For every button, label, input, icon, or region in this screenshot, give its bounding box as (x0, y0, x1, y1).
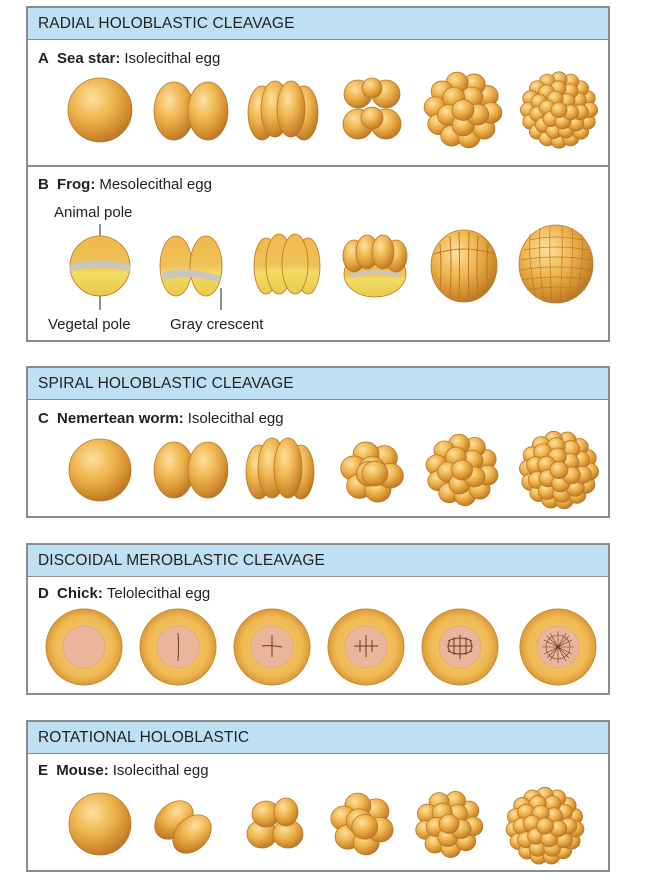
section-a-organism: Sea star: (57, 50, 121, 67)
section-b-organism: Frog: (57, 176, 96, 193)
nemertean-4-cell (245, 437, 315, 500)
section-d-organism: Chick: (57, 585, 103, 602)
blastomere (550, 102, 568, 119)
section-c-letter: C (38, 410, 49, 427)
frog-4-cell (253, 233, 321, 295)
panel-spiral: SPIRAL HOLOBLASTIC CLEAVAGE C Nemertean … (26, 366, 610, 518)
nemertean-32-cell (519, 430, 599, 510)
blastomere (536, 817, 554, 835)
mouse-8-cell (330, 792, 394, 856)
section-c-organism: Nemertean worm: (57, 410, 184, 427)
sea-star-2-cell (153, 81, 229, 141)
section-b-letter: B (38, 176, 49, 193)
mouse-stages (28, 786, 608, 870)
blastomere (451, 99, 475, 121)
panel-radial: RADIAL HOLOBLASTIC CLEAVAGE A Sea star: I… (26, 6, 610, 342)
section-d-letter: D (38, 585, 49, 602)
mouse-1-cell (68, 792, 132, 856)
frog-1-cell (69, 235, 131, 297)
nemertean-stages (28, 430, 608, 516)
nemertean-16-cell (425, 433, 499, 507)
section-e-egg: Isolecithal egg (112, 762, 209, 779)
frog-2-cell (159, 235, 223, 297)
section-c-egg: Isolecithal egg (187, 410, 284, 427)
section-divider (28, 165, 608, 167)
section-c-title: C Nemertean worm: Isolecithal egg (38, 410, 284, 427)
pole-leader-lines (99, 224, 222, 310)
gray-crescent-label: Gray crescent (170, 316, 264, 333)
blastomere (451, 459, 473, 481)
vegetal-pole-label: Vegetal pole (48, 316, 131, 333)
cleavage-furrow (447, 635, 473, 659)
sea-star-1-cell (67, 77, 133, 143)
sea-star-4-cell (247, 80, 319, 141)
chick-stage-2 (139, 608, 217, 686)
mouse-2-cell (154, 800, 212, 854)
frog-blastula (518, 224, 594, 304)
frog-16-cell (430, 229, 498, 303)
mouse-16-cell (415, 790, 484, 858)
cleavage-furrow (354, 635, 378, 657)
chick-stage-6 (519, 608, 597, 686)
cleavage-furrow (542, 631, 574, 663)
blastomere (361, 460, 389, 487)
section-e-organism: Mouse: (56, 762, 109, 779)
cleavage-furrow (261, 635, 283, 657)
panel-header-rotational: ROTATIONAL HOLOBLASTIC (28, 722, 608, 754)
blastodisc (62, 625, 106, 669)
blastomere (351, 814, 379, 840)
section-b-egg: Mesolecithal egg (99, 176, 212, 193)
section-a-egg: Isolecithal egg (124, 50, 221, 67)
sea-star-stages (28, 66, 608, 166)
cleavage-furrow (177, 632, 179, 662)
panel-header-discoidal: DISCOIDAL MEROBLASTIC CLEAVAGE (28, 545, 608, 577)
sea-star-16-cell (423, 71, 503, 149)
chick-stage-3 (233, 608, 311, 686)
section-d-title: D Chick: Telolecithal egg (38, 585, 210, 602)
mouse-4-cell (246, 797, 304, 849)
nemertean-8-cell (340, 441, 404, 503)
chick-stage-5 (421, 608, 499, 686)
section-d-egg: Telolecithal egg (106, 585, 211, 602)
blastoderm-ring (545, 634, 571, 660)
frog-8-cell (342, 234, 408, 298)
section-e-letter: E (38, 762, 49, 779)
section-a-title: A Sea star: Isolecithal egg (38, 50, 220, 67)
animal-pole-label: Animal pole (54, 204, 133, 221)
chick-stage-4 (327, 608, 405, 686)
sea-star-8-cell (342, 77, 402, 140)
frog-stages (28, 218, 608, 318)
nemertean-1-cell (68, 438, 132, 502)
nemertean-2-cell (153, 441, 229, 499)
chick-stage-1 (45, 608, 123, 686)
chick-stages (28, 607, 608, 693)
blastomere (438, 814, 460, 834)
mouse-morula (505, 786, 585, 865)
section-a-letter: A (38, 50, 49, 67)
blastomere (549, 461, 569, 479)
panel-rotational: ROTATIONAL HOLOBLASTIC E Mouse: Isolecith… (26, 720, 610, 872)
panel-discoidal: DISCOIDAL MEROBLASTIC CLEAVAGE D Chick: T… (26, 543, 610, 695)
section-b-title: B Frog: Mesolecithal egg (38, 176, 212, 193)
panel-header-radial: RADIAL HOLOBLASTIC CLEAVAGE (28, 8, 608, 40)
panel-header-spiral: SPIRAL HOLOBLASTIC CLEAVAGE (28, 368, 608, 400)
sea-star-32-cell (519, 71, 598, 149)
section-e-title: E Mouse: Isolecithal egg (38, 762, 209, 779)
